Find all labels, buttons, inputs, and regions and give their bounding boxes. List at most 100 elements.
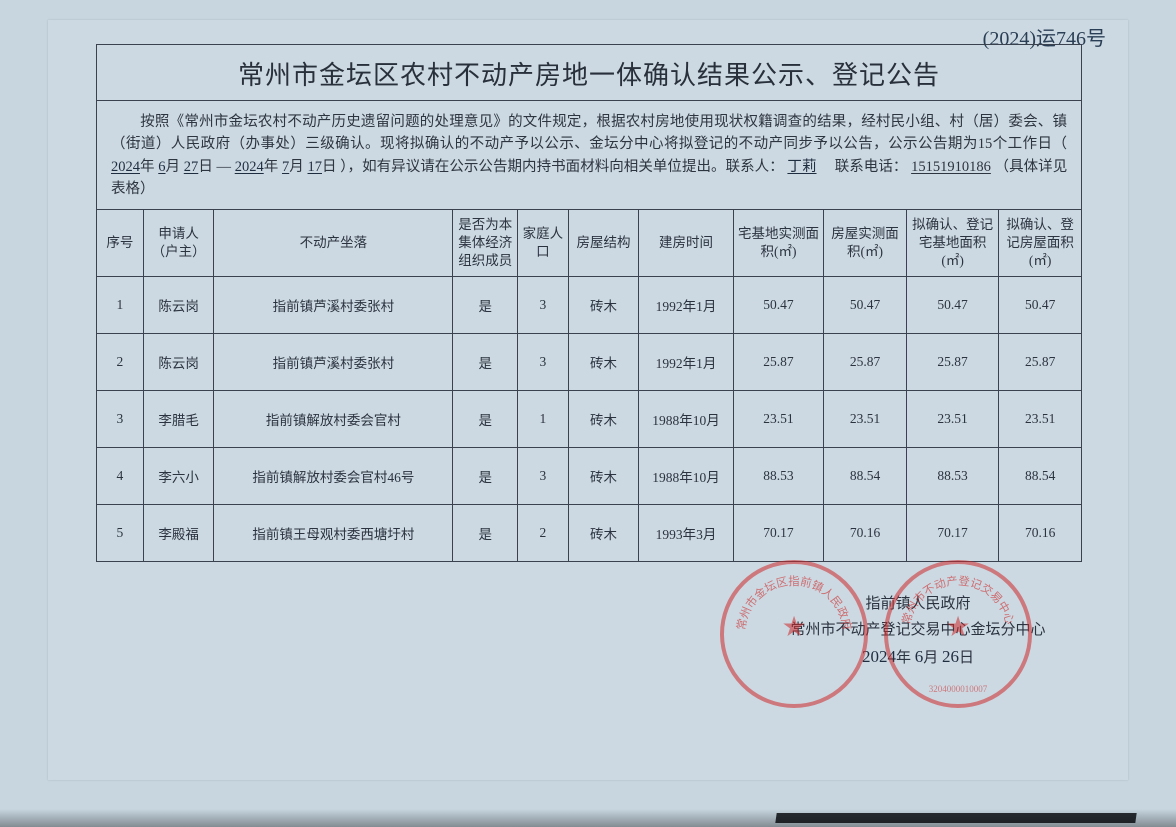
cell-member: 是 <box>453 447 518 504</box>
cell-house_area: 25.87 <box>824 333 907 390</box>
cell-location: 指前镇王母观村委西塘圩村 <box>214 504 453 561</box>
unit-year-2: 年 <box>264 159 279 175</box>
contact-phone: 15151910186 <box>911 159 991 175</box>
cell-confirm_house: 50.47 <box>999 276 1081 333</box>
cell-house_area: 50.47 <box>824 276 907 333</box>
cell-population: 3 <box>518 276 569 333</box>
cell-population: 1 <box>518 390 569 447</box>
cell-seq: 4 <box>97 447 143 504</box>
cell-land_area: 23.51 <box>733 390 824 447</box>
cell-confirm_house: 25.87 <box>999 333 1081 390</box>
col-applicant: 申请人 （户主） <box>143 210 214 277</box>
col-member: 是否为本集体经济组织成员 <box>453 210 518 277</box>
date-separator: — <box>217 159 232 175</box>
col-structure: 房屋结构 <box>568 210 639 277</box>
cell-land_area: 70.17 <box>733 504 824 561</box>
document-title: 常州市金坛区农村不动产房地一体确认结果公示、登记公告 <box>238 60 940 90</box>
data-table: 序号 申请人 （户主） 不动产坐落 是否为本集体经济组织成员 家庭人口 房屋结构… <box>97 210 1081 561</box>
col-confirm-land: 拟确认、登记宅基地面积(㎡) <box>906 210 999 277</box>
document-frame: 常州市金坛区农村不动产房地一体确认结果公示、登记公告 按照《常州市金坛农村不动产… <box>96 44 1082 562</box>
cell-build_date: 1992年1月 <box>639 276 733 333</box>
unit-month-1: 月 <box>166 159 181 175</box>
cell-build_date: 1988年10月 <box>639 390 733 447</box>
stamp-code: 3204000010007 <box>888 684 1028 694</box>
cell-member: 是 <box>453 504 518 561</box>
footer-unit-day: 日 <box>959 650 974 666</box>
intro-text-1: 按照《常州市金坛农村不动产历史遗留问题的处理意见》的文件规定，根据农村房地使用现… <box>111 114 1067 152</box>
cell-confirm_land: 50.47 <box>906 276 999 333</box>
cell-member: 是 <box>453 390 518 447</box>
cell-confirm_land: 25.87 <box>906 333 999 390</box>
col-confirm-house: 拟确认、登记房屋面积(㎡) <box>999 210 1081 277</box>
table-row: 3李腊毛指前镇解放村委会官村是1砖木1988年10月23.5123.5123.5… <box>97 390 1081 447</box>
cell-confirm_land: 88.53 <box>906 447 999 504</box>
footer-authority-1: 指前镇人民政府 <box>738 592 1098 618</box>
date-from-year: 2024 <box>111 159 140 175</box>
cell-confirm_land: 70.17 <box>906 504 999 561</box>
col-location: 不动产坐落 <box>214 210 453 277</box>
table-row: 2陈云岗指前镇芦溪村委张村是3砖木1992年1月25.8725.8725.872… <box>97 333 1081 390</box>
table-row: 4李六小指前镇解放村委会官村46号是3砖木1988年10月88.5388.548… <box>97 447 1081 504</box>
scanned-page: (2024)运746号 常州市金坛区农村不动产房地一体确认结果公示、登记公告 按… <box>48 20 1128 780</box>
cell-location: 指前镇芦溪村委张村 <box>214 333 453 390</box>
cell-population: 2 <box>518 504 569 561</box>
cell-applicant: 陈云岗 <box>143 333 214 390</box>
cell-applicant: 李殿福 <box>143 504 214 561</box>
cell-house_area: 70.16 <box>824 504 907 561</box>
intro-paragraph: 按照《常州市金坛农村不动产历史遗留问题的处理意见》的文件规定，根据农村房地使用现… <box>97 101 1081 210</box>
cell-applicant: 李腊毛 <box>143 390 214 447</box>
cell-confirm_house: 70.16 <box>999 504 1081 561</box>
footer-signature-block: 指前镇人民政府 常州市不动产登记交易中心金坛分中心 2024年 6月 26日 <box>738 592 1098 672</box>
cell-location: 指前镇解放村委会官村46号 <box>214 447 453 504</box>
footer-year: 2024 <box>862 647 896 666</box>
cell-structure: 砖木 <box>568 276 639 333</box>
cell-house_area: 23.51 <box>824 390 907 447</box>
cell-house_area: 88.54 <box>824 447 907 504</box>
col-house-area: 房屋实测面积(㎡) <box>824 210 907 277</box>
cell-land_area: 88.53 <box>733 447 824 504</box>
col-population: 家庭人口 <box>518 210 569 277</box>
cell-land_area: 50.47 <box>733 276 824 333</box>
cell-seq: 5 <box>97 504 143 561</box>
footer-day: 26 <box>942 647 959 666</box>
date-from-day: 27 <box>184 159 199 175</box>
cell-structure: 砖木 <box>568 333 639 390</box>
cell-applicant: 李六小 <box>143 447 214 504</box>
col-land-area: 宅基地实测面积(㎡) <box>733 210 824 277</box>
date-to-year: 2024 <box>235 159 264 175</box>
cell-structure: 砖木 <box>568 390 639 447</box>
table-row: 5李殿福指前镇王母观村委西塘圩村是2砖木1993年3月70.1770.1670.… <box>97 504 1081 561</box>
footer-authority-2: 常州市不动产登记交易中心金坛分中心 <box>738 618 1098 644</box>
cell-population: 3 <box>518 333 569 390</box>
intro-text-3: 联系电话： <box>820 159 907 175</box>
cell-seq: 1 <box>97 276 143 333</box>
cell-build_date: 1988年10月 <box>639 447 733 504</box>
cell-population: 3 <box>518 447 569 504</box>
contact-name: 丁莉 <box>787 159 816 175</box>
cell-member: 是 <box>453 276 518 333</box>
col-build-date: 建房时间 <box>639 210 733 277</box>
title-row: 常州市金坛区农村不动产房地一体确认结果公示、登记公告 <box>97 45 1081 101</box>
intro-text-2: ），如有异议请在公示公告期内持书面材料向相关单位提出。联系人： <box>340 159 783 175</box>
cell-seq: 3 <box>97 390 143 447</box>
cell-build_date: 1993年3月 <box>639 504 733 561</box>
footer-unit-month: 月 <box>923 650 938 666</box>
table-row: 1陈云岗指前镇芦溪村委张村是3砖木1992年1月50.4750.4750.475… <box>97 276 1081 333</box>
cell-structure: 砖木 <box>568 447 639 504</box>
footer-date: 2024年 6月 26日 <box>738 643 1098 672</box>
cell-location: 指前镇解放村委会官村 <box>214 390 453 447</box>
table-body: 1陈云岗指前镇芦溪村委张村是3砖木1992年1月50.4750.4750.475… <box>97 276 1081 561</box>
scan-shadow-gradient <box>0 809 1176 827</box>
unit-day-2: 日 <box>322 159 337 175</box>
unit-day-1: 日 <box>198 159 213 175</box>
table-header-row: 序号 申请人 （户主） 不动产坐落 是否为本集体经济组织成员 家庭人口 房屋结构… <box>97 210 1081 277</box>
date-from-month: 6 <box>158 159 165 175</box>
cell-build_date: 1992年1月 <box>639 333 733 390</box>
footer-month: 6 <box>915 647 924 666</box>
unit-year-1: 年 <box>140 159 155 175</box>
cell-structure: 砖木 <box>568 504 639 561</box>
date-to-day: 17 <box>308 159 323 175</box>
cell-confirm_house: 88.54 <box>999 447 1081 504</box>
cell-applicant: 陈云岗 <box>143 276 214 333</box>
col-seq: 序号 <box>97 210 143 277</box>
